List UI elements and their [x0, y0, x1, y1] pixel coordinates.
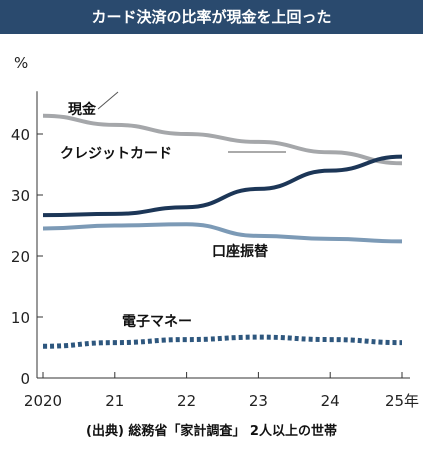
y-tick-label: 20 [11, 248, 30, 266]
series-line-1 [42, 154, 403, 218]
chart-title: カード決済の比率が現金を上回った [0, 0, 423, 34]
series-label: 現金 [68, 101, 97, 118]
y-tick-label: 0 [20, 370, 30, 388]
series-label: 口座振替 [212, 243, 269, 260]
series-line-3 [42, 334, 403, 349]
series-label-leader [97, 91, 119, 110]
y-tick-label: 30 [11, 187, 30, 205]
series-line-2 [42, 222, 403, 244]
y-tick-label: 40 [11, 126, 30, 144]
source-note: (出典) 総務省「家計調査」 2人以上の世帯 [86, 424, 337, 439]
x-tick-label: 24 [321, 392, 340, 410]
y-axis-unit-label: % [14, 54, 28, 72]
x-tick-label: 2020 [24, 392, 62, 410]
x-tick-label: 22 [177, 392, 196, 410]
series-line-0 [42, 113, 403, 166]
series-layer [42, 113, 403, 349]
x-tick-label: 25年 [385, 392, 419, 410]
series-label: 電子マネー [122, 313, 192, 330]
axes: % 0 10 20 30 40 2020 21 22 23 24 25年 [11, 54, 419, 410]
line-chart: % 0 10 20 30 40 2020 21 22 23 24 25年 現金クレジットカード口座振替… [11, 54, 419, 410]
x-tick-label: 21 [105, 392, 124, 410]
series-label: クレジットカード [60, 146, 172, 162]
y-tick-label: 10 [11, 309, 30, 327]
x-tick-label: 23 [249, 392, 268, 410]
